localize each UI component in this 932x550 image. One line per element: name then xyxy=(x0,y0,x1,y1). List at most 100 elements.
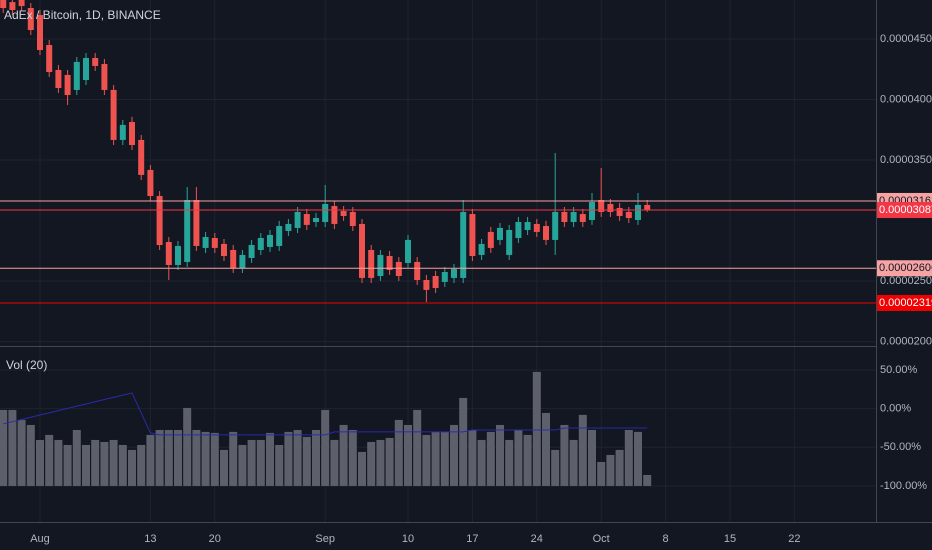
candle-body xyxy=(635,204,641,220)
volume-bar xyxy=(376,439,385,486)
volume-bar xyxy=(367,441,376,486)
candle-body xyxy=(395,261,402,276)
volume-bar xyxy=(514,429,523,486)
volume-bar xyxy=(210,432,219,486)
candle-body xyxy=(441,272,448,282)
volume-bar xyxy=(385,437,394,486)
candle-body xyxy=(533,223,540,232)
price-line-label-bg xyxy=(877,294,932,311)
y-tick-label: -100.00% xyxy=(880,480,927,492)
volume-bar xyxy=(128,449,136,486)
candle-body xyxy=(303,214,310,225)
volume-bar xyxy=(118,444,127,486)
y-tick-label: -50.00% xyxy=(880,441,921,453)
volume-bar xyxy=(137,444,146,486)
volume-bar xyxy=(634,431,642,486)
volume-bar xyxy=(413,409,422,486)
price-line-label-bg xyxy=(877,260,932,277)
volume-bar xyxy=(91,439,100,486)
volume-bar xyxy=(459,397,468,486)
volume-bar xyxy=(588,429,596,486)
candle-body xyxy=(561,211,568,223)
candle-body xyxy=(386,256,393,270)
candle-body xyxy=(92,57,99,66)
candle-body xyxy=(239,254,246,269)
candle-body xyxy=(579,214,586,223)
volume-bar xyxy=(394,419,403,486)
volume-bar xyxy=(17,419,26,486)
x-tick-label: 13 xyxy=(144,533,156,545)
volume-bar xyxy=(82,444,90,486)
candle-body xyxy=(322,203,329,223)
volume-bar xyxy=(36,439,44,486)
x-tick-label: 8 xyxy=(663,533,669,545)
x-tick-label: 10 xyxy=(402,533,414,545)
volume-bar xyxy=(109,439,118,486)
candle-body xyxy=(340,210,347,216)
candle-body xyxy=(64,74,71,96)
volume-bar xyxy=(569,439,578,486)
volume-bar xyxy=(348,429,357,486)
candle-body xyxy=(644,204,651,211)
candle-body xyxy=(432,276,439,288)
volume-bar xyxy=(192,429,201,486)
volume-ma-line xyxy=(3,392,648,436)
candle-body xyxy=(331,206,338,224)
volume-bar xyxy=(597,461,606,486)
volume-bar xyxy=(312,429,320,486)
price-line-label-bg xyxy=(877,202,932,219)
chart-title: AdEx / Bitcoin, 1D, BINANCE xyxy=(4,8,161,22)
volume-title: Vol (20) xyxy=(6,358,47,372)
volume-bar xyxy=(45,434,54,486)
x-tick-label: Aug xyxy=(30,533,50,545)
candle-body xyxy=(101,64,108,90)
x-tick-label: 15 xyxy=(724,533,736,545)
candle-body xyxy=(55,69,62,89)
candle-body xyxy=(83,57,89,81)
volume-bar xyxy=(505,439,514,486)
volume-bar xyxy=(284,431,293,486)
candle-body xyxy=(276,226,283,246)
candle-body xyxy=(313,218,319,223)
candle-body xyxy=(497,227,503,240)
volume-bar xyxy=(358,451,366,486)
volume-bar xyxy=(266,432,274,486)
candle-body xyxy=(18,0,25,7)
marks xyxy=(0,0,876,486)
volume-bar xyxy=(486,431,495,486)
candle-body xyxy=(368,249,375,278)
volume-bar xyxy=(615,449,624,486)
volume-bar xyxy=(321,409,330,486)
volume-bar xyxy=(523,434,532,486)
x-tick-label: 17 xyxy=(466,533,478,545)
candle-body xyxy=(230,249,237,269)
candle-body xyxy=(0,0,7,8)
volume-bar xyxy=(404,424,412,486)
candle-body xyxy=(27,7,34,31)
candle-body xyxy=(138,139,145,175)
candle-body xyxy=(460,211,467,278)
candle-body xyxy=(285,223,292,231)
candle-body xyxy=(267,234,273,247)
candle-body xyxy=(570,211,577,223)
volume-bar xyxy=(0,409,8,486)
candle-body xyxy=(423,279,430,290)
candle-body xyxy=(221,243,227,257)
volume-bar xyxy=(293,429,302,486)
candle-body xyxy=(184,199,191,262)
candle-body xyxy=(175,245,181,265)
candle-body xyxy=(506,230,513,255)
volume-bar xyxy=(275,444,284,486)
volume-bar xyxy=(578,414,587,486)
volume-bar xyxy=(63,444,72,486)
volume-bar xyxy=(624,429,633,486)
volume-bar xyxy=(440,431,449,486)
candle-body xyxy=(359,223,365,278)
candle-body xyxy=(257,237,264,250)
